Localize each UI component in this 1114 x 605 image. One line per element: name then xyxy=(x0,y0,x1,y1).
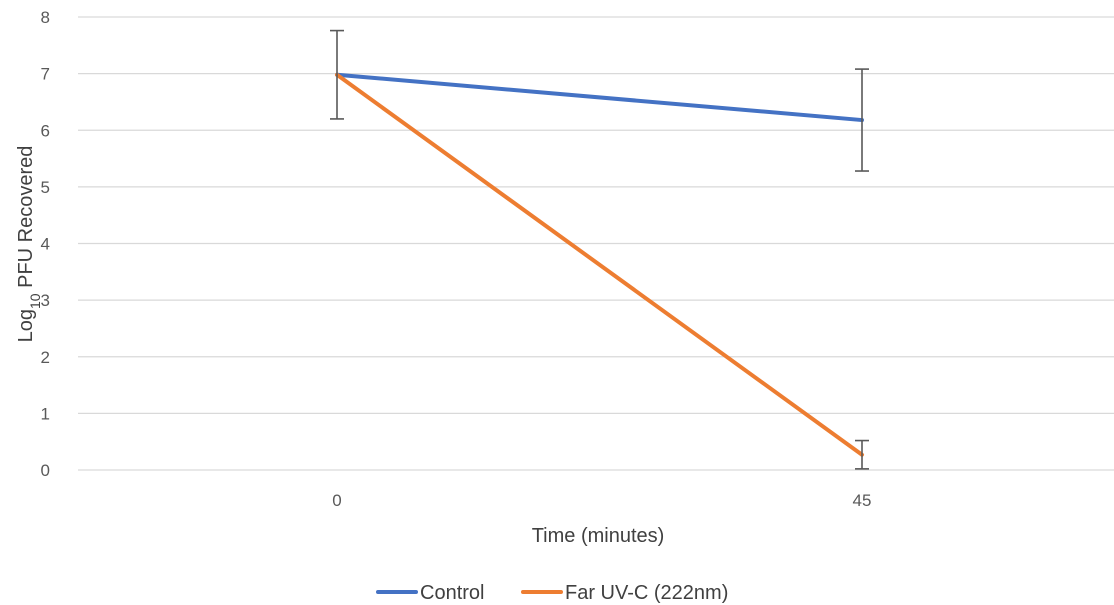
y-tick-label: 0 xyxy=(41,461,50,480)
series-line-1 xyxy=(335,72,864,123)
y-axis-title-suffix: PFU Recovered xyxy=(15,146,37,294)
legend: Control Far UV-C (222nm) xyxy=(376,582,728,604)
legend-label: Control xyxy=(420,582,484,604)
y-tick-label: 2 xyxy=(41,348,50,367)
y-axis-title-prefix: Log xyxy=(15,309,37,342)
x-axis-title: Time (minutes) xyxy=(532,525,665,547)
y-tick-label: 7 xyxy=(41,65,50,84)
legend-label: Far UV-C (222nm) xyxy=(565,582,728,604)
legend-item: Far UV-C (222nm) xyxy=(521,582,728,604)
y-tick-label: 8 xyxy=(41,8,50,27)
series-lines xyxy=(335,72,864,457)
y-tick-label: 3 xyxy=(41,291,50,310)
error-bar xyxy=(855,439,869,470)
legend-item: Control xyxy=(376,582,484,604)
y-tick-label: 5 xyxy=(41,178,50,197)
error-bar xyxy=(330,29,344,120)
y-tick-label: 1 xyxy=(41,404,50,423)
y-tick-label: 6 xyxy=(41,121,50,140)
error-bar xyxy=(855,68,869,172)
y-axis-title: Log10 PFU Recovered xyxy=(15,146,43,343)
x-tick-label: 45 xyxy=(853,491,872,510)
x-tick-label: 0 xyxy=(332,491,341,510)
y-axis-title-subscript: 10 xyxy=(27,293,43,309)
error-bars xyxy=(330,29,869,470)
series-line-2 xyxy=(335,72,864,457)
gridlines xyxy=(78,16,1114,471)
y-tick-labels: 0 1 2 3 4 5 6 7 8 xyxy=(41,8,50,480)
x-tick-labels: 0 45 xyxy=(332,491,871,510)
y-tick-label: 4 xyxy=(41,235,50,254)
